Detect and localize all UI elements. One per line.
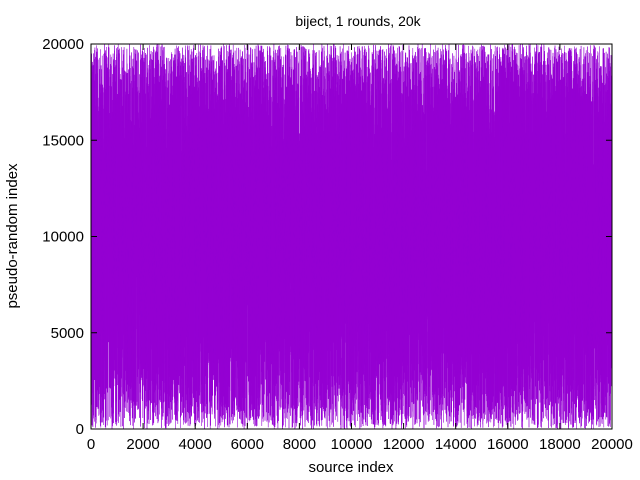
y-axis-title: pseudo-random index <box>4 163 21 309</box>
x-tick-label: 0 <box>87 436 95 453</box>
x-tick-label: 20000 <box>591 436 633 453</box>
x-axis: 0 2000 4000 6000 8000 10000 12000 14000 16000 180… <box>87 44 633 453</box>
x-tick-label: 2000 <box>126 436 159 453</box>
chart-title: biject, 1 rounds, 20k <box>295 13 421 29</box>
x-tick-label: 14000 <box>435 436 477 453</box>
x-tick-label: 6000 <box>231 436 264 453</box>
x-axis-title: source index <box>308 459 394 476</box>
x-tick-label: 18000 <box>539 436 581 453</box>
y-tick-label: 5000 <box>51 325 84 342</box>
x-tick-label: 16000 <box>487 436 529 453</box>
x-tick-label: 4000 <box>179 436 212 453</box>
series-line <box>91 44 612 429</box>
y-tick-label: 10000 <box>42 229 84 246</box>
y-tick-label: 15000 <box>42 132 84 149</box>
x-tick-label: 12000 <box>383 436 425 453</box>
y-axis: 0 5000 10000 15000 20000 <box>42 36 612 438</box>
x-tick-label: 8000 <box>283 436 316 453</box>
x-tick-label: 10000 <box>331 436 373 453</box>
plot-area <box>91 44 612 429</box>
y-tick-label: 0 <box>76 421 84 438</box>
y-tick-label: 20000 <box>42 36 84 53</box>
